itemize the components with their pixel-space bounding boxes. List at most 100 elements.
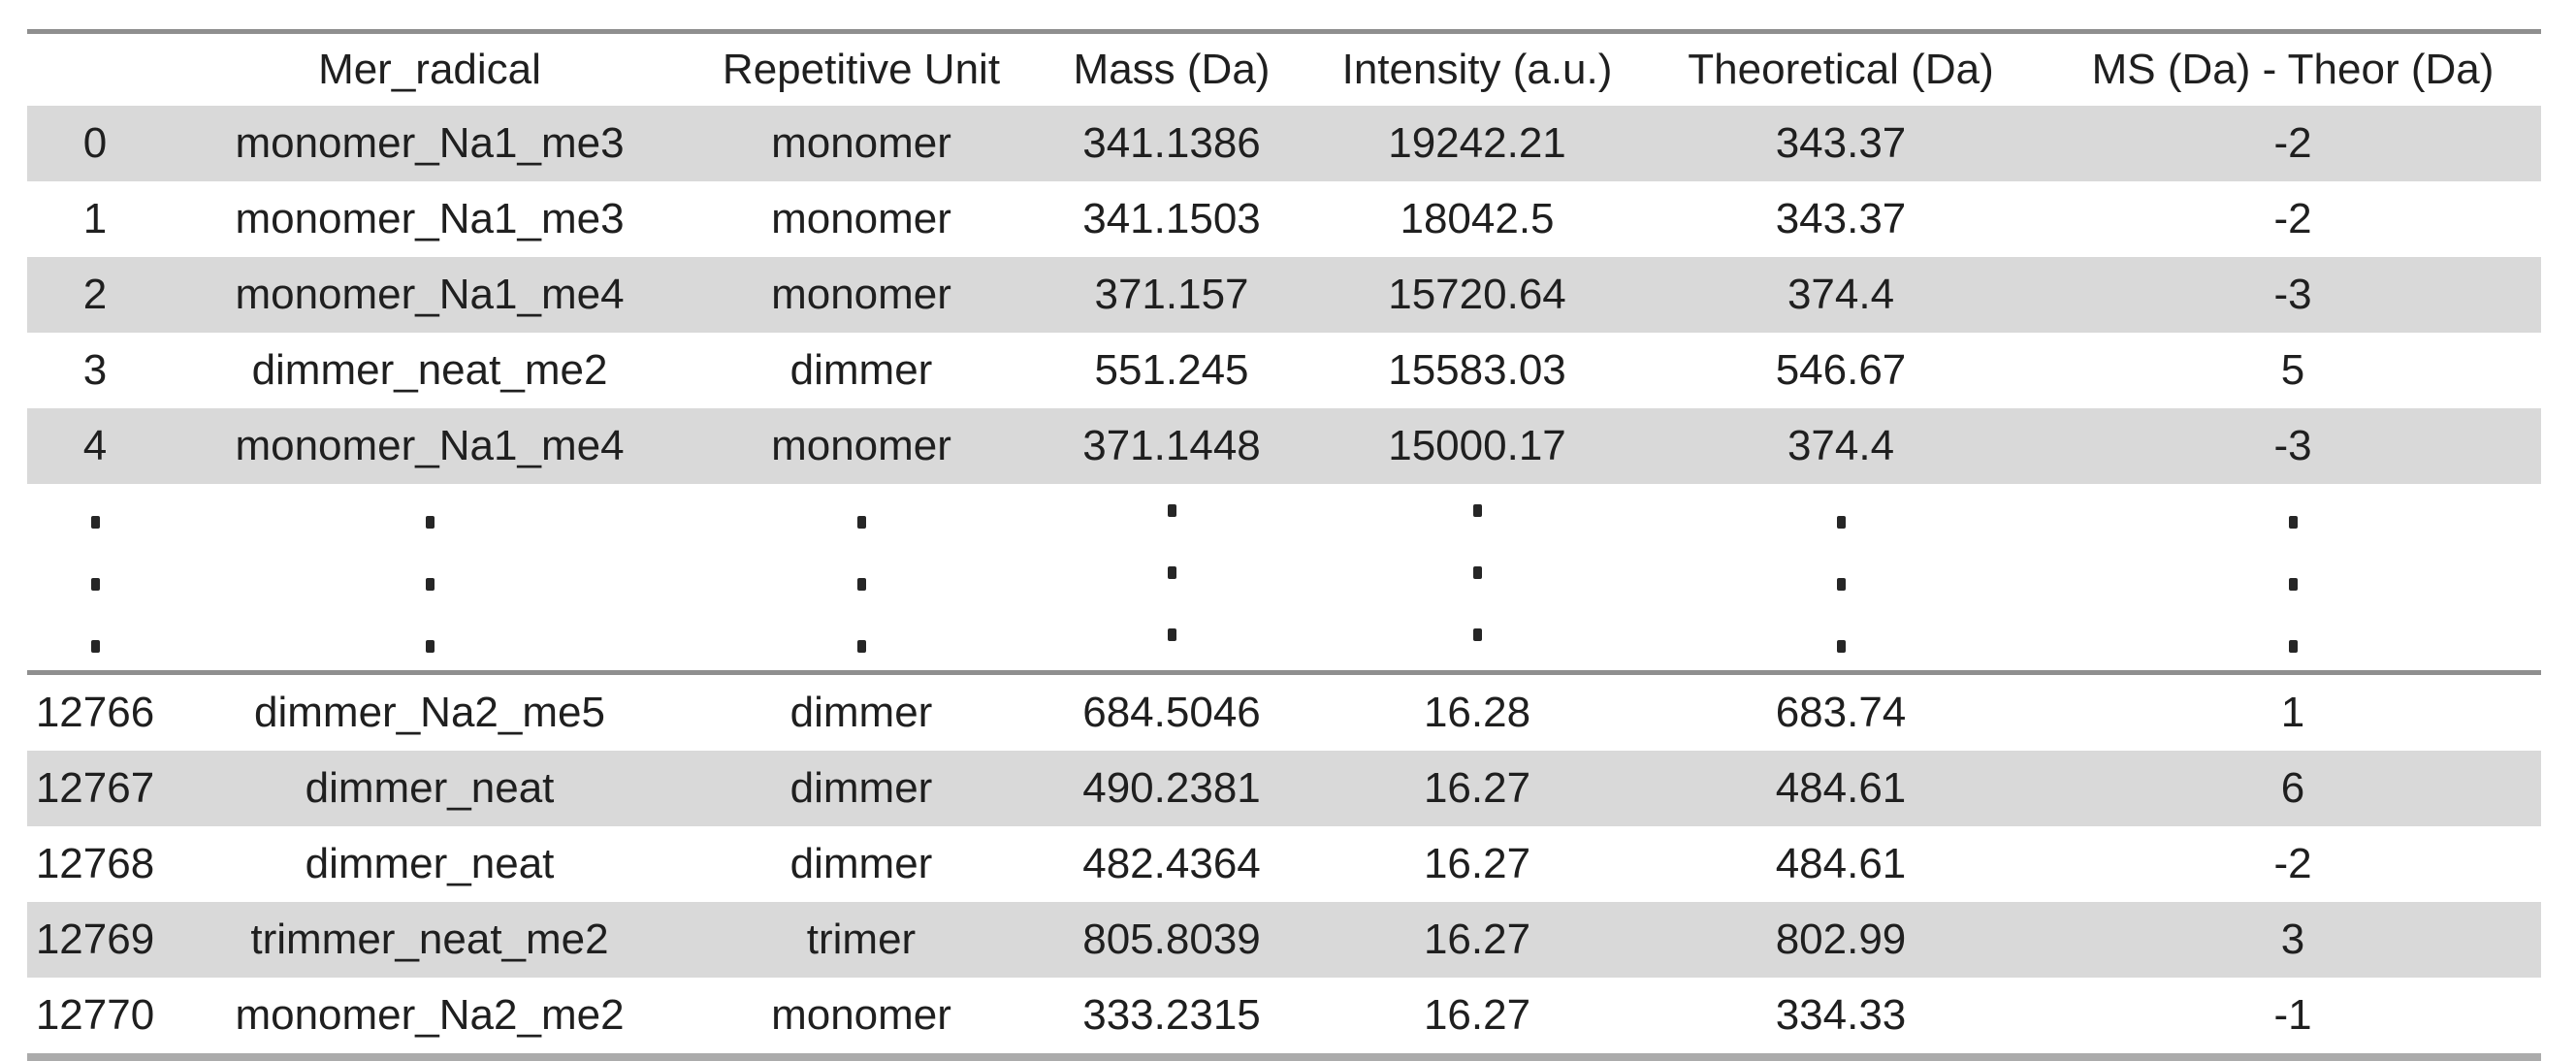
ellipsis-cell [163,546,696,608]
ellipsis-cell [163,608,696,673]
table-row: 3 dimmer_neat_me2 dimmer 551.245 15583.03 546… [27,333,2541,408]
row-index-cell: 0 [82,119,108,167]
ellipsis-dot [1472,566,1482,579]
column-header-mer-radical: Mer_radical [163,31,696,106]
table-cell: 343.37 [1775,119,1907,167]
ellipsis-cell [696,484,1026,546]
table-row: 12769 trimmer_neat_me2 trimer 805.8039 16.27… [27,902,2541,978]
ellipsis-dot [2288,516,2298,529]
table-row: 2 monomer_Na1_me4 monomer 371.157 15720.64 37… [27,257,2541,333]
table-row: 12768 dimmer_neat dimmer 482.4364 16.27 484.6… [27,826,2541,902]
table-cell: dimmer_neat_me2 [251,346,608,394]
ellipsis-dot [2288,640,2298,653]
table-cell: 6 [2280,764,2305,812]
ellipsis-cell [2045,608,2541,673]
ellipsis-dot [90,578,100,591]
table-cell: monomer [771,991,951,1039]
ellipsis-cell [1637,608,2045,673]
table-cell: monomer_Na1_me4 [235,422,625,469]
ellipsis-dot [425,516,435,529]
ellipsis-cell [1317,546,1637,608]
row-index-cell: 12768 [35,840,155,887]
table-cell: monomer_Na1_me3 [235,195,625,242]
row-index-cell: 1 [82,195,108,242]
table-row: 4 monomer_Na1_me4 monomer 371.1448 15000.17 3… [27,408,2541,484]
ellipsis-cell [27,484,163,546]
table-cell: monomer [771,422,951,469]
row-index-cell: 3 [82,346,108,394]
ellipsis-dot [90,516,100,529]
ellipsis-cell [1317,608,1637,673]
table-section-bottom: 12766 dimmer_Na2_me5 dimmer 684.5046 16.28 68… [27,670,2541,1058]
ellipsis-cell [27,546,163,608]
table-cell: 482.4364 [1082,840,1261,887]
table-section-ellipsis [27,484,2541,673]
column-header-ms-minus-theor: MS (Da) - Theor (Da) [2045,31,2541,106]
table-cell: dimmer_Na2_me5 [163,670,696,751]
table-row: 0 monomer_Na1_me3 monomer 341.1386 19242.21 3… [27,106,2541,181]
ellipsis-row [27,546,2541,608]
column-header-repetitive-unit: Repetitive Unit [696,31,1026,106]
ellipsis-dot [2288,578,2298,591]
ellipsis-cell [1637,484,2045,546]
ellipsis-cell [1026,546,1317,608]
table-cell: 805.8039 [1082,916,1261,963]
table-cell: dimmer [789,840,933,887]
ellipsis-cell [1026,484,1317,546]
table-cell: 16.27 [1423,916,1531,963]
column-header-theoretical: Theoretical (Da) [1637,31,2045,106]
table-cell: 546.67 [1775,346,1907,394]
table-cell: dimmer_neat [305,840,555,887]
ellipsis-dot [1167,504,1176,517]
column-header-intensity: Intensity (a.u.) [1317,31,1637,106]
ellipsis-cell [1637,546,2045,608]
table-row: 12766 dimmer_Na2_me5 dimmer 684.5046 16.28 68… [27,670,2541,751]
table-cell: 19242.21 [1388,119,1566,167]
table-cell: -2 [2273,840,2312,887]
table-cell: 484.61 [1775,764,1907,812]
ellipsis-dot [1472,628,1482,641]
ellipsis-dot [1836,578,1846,591]
table-cell: 5 [2280,346,2305,394]
table-cell: 333.2315 [1082,991,1261,1039]
ellipsis-cell [27,608,163,673]
table-cell: 490.2381 [1082,764,1261,812]
ellipsis-cell [1026,608,1317,673]
ellipsis-dot [856,640,866,653]
column-header-index [27,31,163,106]
header-row: Mer_radical Repetitive Unit Mass (Da) In… [27,31,2541,106]
ellipsis-cell [163,484,696,546]
table-cell: 374.4 [1787,422,1895,469]
ellipsis-row [27,484,2541,546]
ellipsis-dot [1472,504,1482,517]
table-cell: dimmer [696,670,1026,751]
ellipsis-row [27,608,2541,673]
ellipsis-dot [1836,640,1846,653]
ellipsis-dot [856,578,866,591]
row-index-cell: 4 [82,422,108,469]
row-index-cell: 12769 [35,916,155,963]
table-cell: 371.157 [1094,271,1249,318]
table-cell: -1 [2273,991,2312,1039]
table-cell: 18042.5 [1400,195,1555,242]
column-header-mass: Mass (Da) [1026,31,1317,106]
row-index-cell: 12767 [35,764,155,812]
ellipsis-dot [1167,628,1176,641]
table-cell: trimer [806,916,917,963]
table-cell: 3 [2280,916,2305,963]
table-cell: 15720.64 [1388,271,1566,318]
table-cell: 374.4 [1787,271,1895,318]
table-cell: 802.99 [1775,916,1907,963]
ellipsis-dot [90,640,100,653]
table-cell: 343.37 [1775,195,1907,242]
table-cell: monomer_Na2_me2 [235,991,625,1039]
table-row: 1 monomer_Na1_me3 monomer 341.1503 18042.5 34… [27,181,2541,257]
table-cell: 551.245 [1094,346,1249,394]
table-cell: 341.1503 [1082,195,1261,242]
table-cell: monomer [771,195,951,242]
table-cell: -3 [2273,271,2312,318]
mass-spectrometry-table: Mer_radical Repetitive Unit Mass (Da) In… [27,29,2541,1061]
table-cell: monomer [771,271,951,318]
table-cell: monomer_Na1_me3 [235,119,625,167]
row-index-cell: 12766 [27,670,163,751]
